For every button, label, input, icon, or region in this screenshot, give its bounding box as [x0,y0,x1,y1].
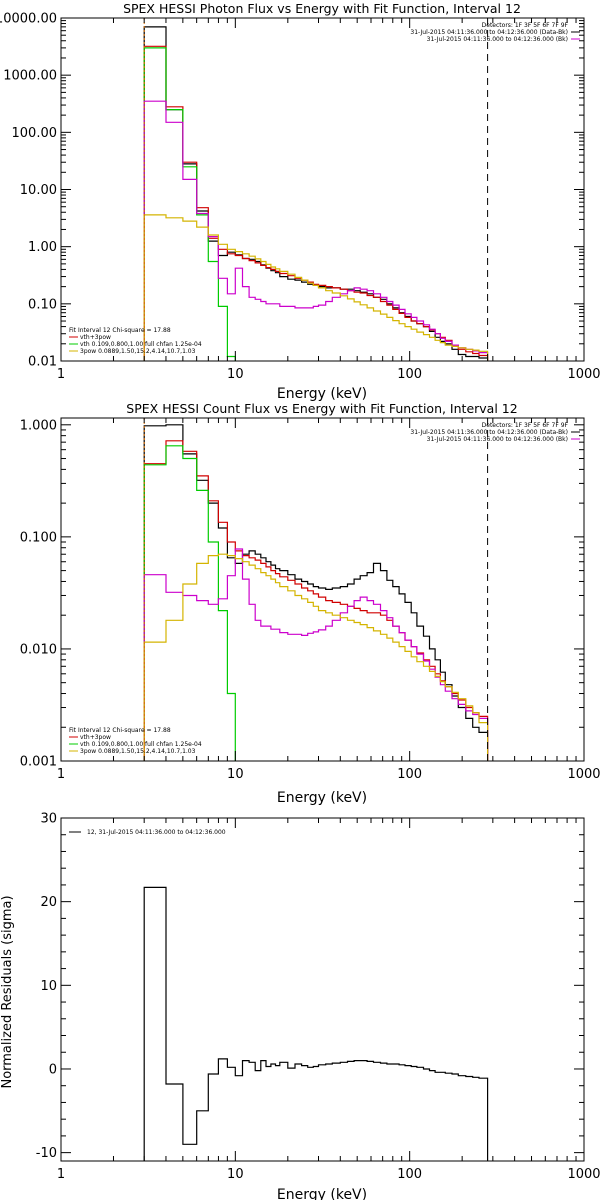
residuals-xtick-label: 100 [397,1167,422,1182]
photon-flux-series-1 [143,45,489,361]
residuals-ytick-label: 10 [40,979,57,994]
photon-flux-title: SPEX HESSI Photon Flux vs Energy with Fi… [123,1,521,16]
residuals-ytick-label: 30 [40,812,57,827]
photon-flux-xlabel: Energy (keV) [277,386,367,402]
residuals-xtick-label: 10 [227,1167,244,1182]
photon-flux-series-3 [143,100,489,361]
photon-flux-xtick-label: 10 [227,367,244,382]
residuals-panel: Energy (keV) Normalized Residuals (sigma… [0,812,600,1200]
count-flux-legend-top-entry: 31-Jul-2015 04:11:36.000 to 04:12:36.000… [410,429,568,436]
count-flux-legend-top-entry: 31-Jul-2015 04:11:36.000 to 04:12:36.000… [427,436,568,443]
residuals-ytick-label: 20 [40,895,57,910]
count-flux-series-2 [143,445,236,761]
count-flux-ticks [60,418,584,762]
count-flux-series-1 [143,440,489,761]
count-flux-legend-top-entry: Detectors: 1F 3F 5F 6F 7F 9F [482,422,569,429]
photon-flux-legend-top-entry: Detectors: 1F 3F 5F 6F 7F 9F [482,22,569,29]
count-flux-legend-bottom-entry: vth+3pow [80,734,111,741]
residuals-xtick-label: 1 [57,1167,65,1182]
photon-flux-ytick-label: 1000.00 [3,69,57,84]
photon-flux-legend-bottom-entry: vth+3pow [80,334,111,341]
residuals-frame [60,817,585,1162]
residuals-xtick-label: 1000 [567,1167,600,1182]
count-flux-ytick-label: 0.010 [20,642,57,657]
count-flux-title: SPEX HESSI Count Flux vs Energy with Fit… [126,401,517,416]
photon-flux-ytick-label: 0.01 [28,355,57,370]
photon-flux-ytick-label: 1.00 [28,240,57,255]
photon-flux-ytick-label: 10.00 [20,183,57,198]
photon-flux-xtick-label: 1000 [567,367,600,382]
count-flux-xtick-label: 100 [397,767,422,782]
count-flux-plot-area [143,418,489,761]
count-flux-xtick-label: 1 [57,767,65,782]
photon-flux-legend-bottom-entry: Fit Interval 12 Chi-square = 17.88 [69,327,171,334]
photon-flux-ytick-label: 0.10 [28,297,57,312]
residuals-series-0 [143,886,489,1161]
photon-flux-panel: SPEX HESSI Photon Flux vs Energy with Fi… [0,1,600,402]
photon-flux-ticks [60,18,584,362]
photon-flux-legend-bottom-entry: 3pow 0.0889,1.50,15.2,4.14,10.7,1.03 [80,348,196,355]
residuals-ticks [60,817,584,1161]
photon-flux-legend-top-entry: 31-Jul-2015 04:11:36.000 to 04:12:36.000… [427,36,568,43]
photon-flux-frame [60,17,585,362]
count-flux-series-0 [143,424,489,761]
count-flux-ytick-label: 0.100 [20,530,57,545]
count-flux-xtick-label: 10 [227,767,244,782]
count-flux-xtick-label: 1000 [567,767,600,782]
count-flux-ytick-label: 1.000 [20,418,57,433]
count-flux-legend-bottom-entry: vth 0.109,0.800,1.00 full chfan 1.25e-04 [80,741,202,748]
count-flux-xlabel: Energy (keV) [277,790,367,806]
residuals-ytick-label: -10 [36,1146,57,1161]
count-flux-legend-bottom-entry: Fit Interval 12 Chi-square = 17.88 [69,727,171,734]
photon-flux-xtick-label: 1 [57,367,65,382]
count-flux-ytick-label: 0.001 [20,755,57,770]
count-flux-series-4 [143,553,489,761]
count-flux-legend-bottom-entry: 3pow 0.0889,1.50,15.2,4.14,10.7,1.03 [80,748,196,755]
count-flux-frame [60,417,585,762]
residuals-legend-entry: 12, 31-Jul-2015 04:11:36.000 to 04:12:36… [87,829,226,836]
residuals-ylabel: Normalized Residuals (sigma) [0,895,15,1088]
photon-flux-ytick-label: 100.00 [12,126,58,141]
count-flux-panel: SPEX HESSI Count Flux vs Energy with Fit… [20,401,600,806]
photon-flux-series-2 [143,47,236,361]
photon-flux-series-4 [143,214,489,361]
photon-flux-series-0 [143,26,489,361]
residuals-xlabel: Energy (keV) [277,1187,367,1200]
residuals-ytick-label: 0 [49,1062,57,1077]
residuals-plot-area [143,886,489,1161]
photon-flux-ytick-label: 10000.00 [0,12,57,27]
photon-flux-xtick-label: 100 [397,367,422,382]
photon-flux-legend-top-entry: 31-Jul-2015 04:11:36.000 to 04:12:36.000… [410,29,568,36]
count-flux-series-3 [143,548,489,761]
photon-flux-legend-bottom-entry: vth 0.109,0.800,1.00 full chfan 1.25e-04 [80,341,202,348]
photon-flux-plot-area [143,18,489,361]
